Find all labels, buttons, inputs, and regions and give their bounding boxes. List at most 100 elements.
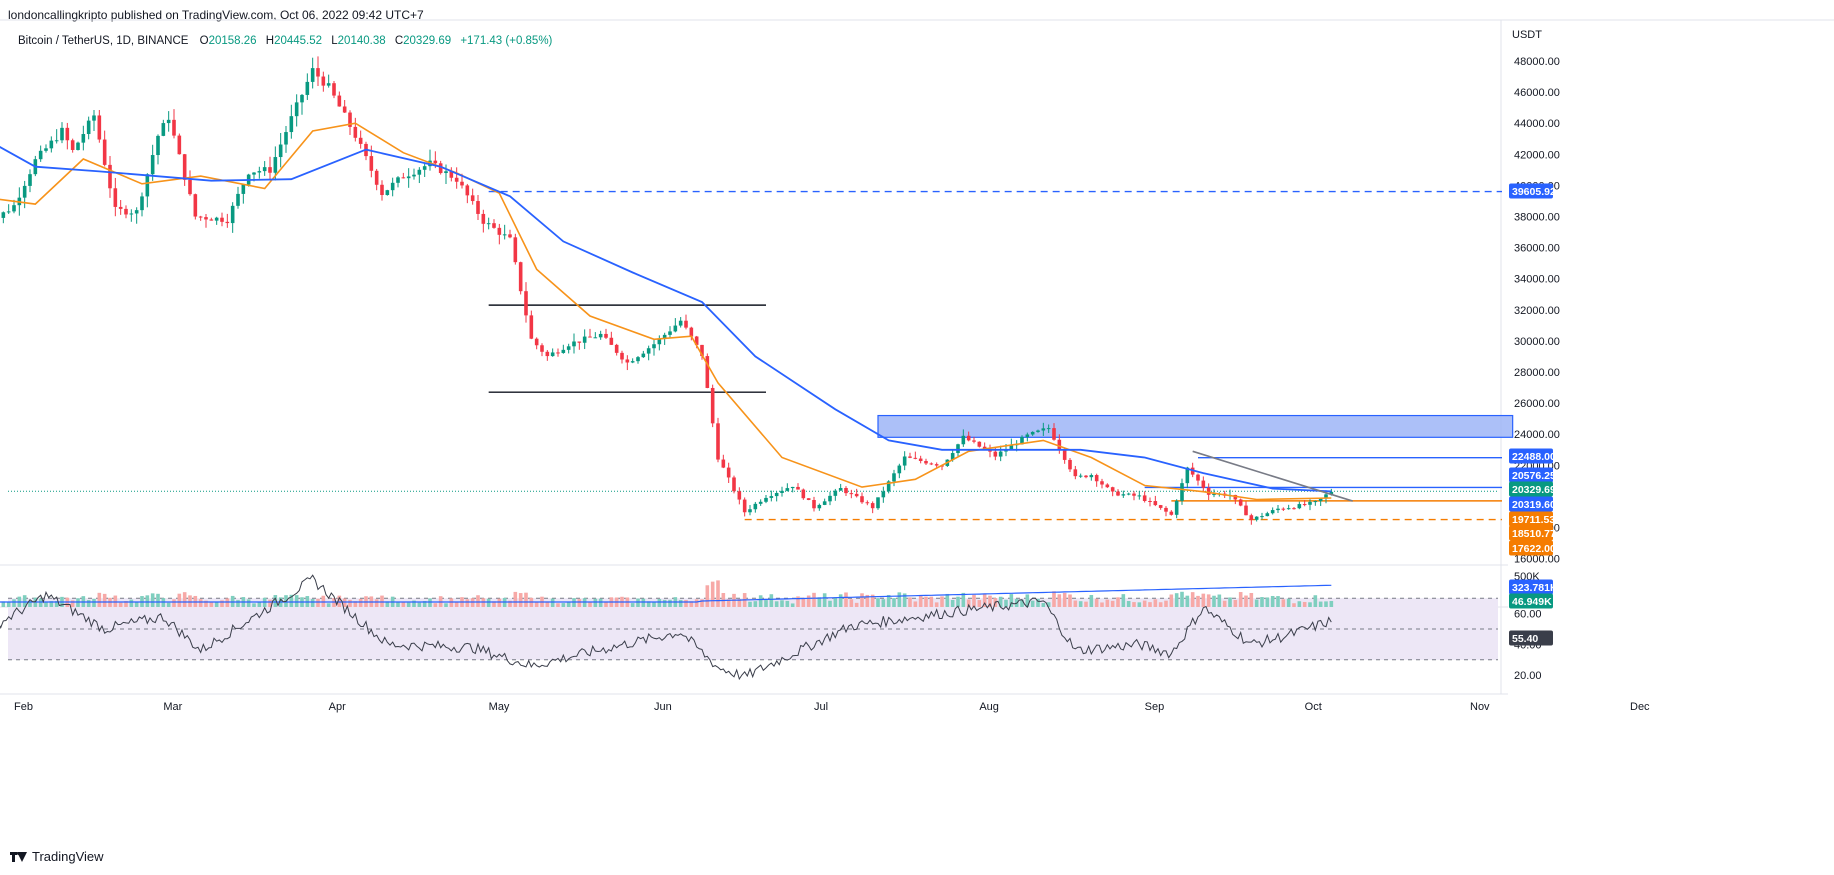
month-label: Sep (1145, 701, 1165, 713)
month-label: Mar (163, 701, 182, 713)
volume-bar (977, 600, 982, 607)
candle-body (668, 331, 672, 335)
candle-body (65, 127, 70, 141)
volume-bar (758, 595, 763, 607)
volume-bar (412, 600, 416, 607)
candle-body (150, 155, 155, 175)
rsi-line (0, 574, 1332, 681)
volume-bar (465, 599, 470, 607)
candle-body (6, 211, 11, 213)
volume-bar (220, 600, 224, 607)
volume-bar (1308, 602, 1312, 607)
volume-bar (113, 595, 118, 607)
volume-bar (326, 603, 331, 607)
candle-body (396, 177, 400, 183)
volume-bar (849, 599, 854, 607)
candle-body (550, 352, 555, 357)
candle-body (908, 456, 912, 458)
volume-bar (204, 600, 208, 607)
volume-bar (1180, 591, 1184, 607)
volume-bar (1244, 595, 1248, 607)
candle-body (380, 184, 384, 196)
candle-body (284, 132, 288, 145)
volume-bar (444, 603, 448, 607)
volume-bar (310, 599, 315, 607)
candle-body (678, 320, 683, 326)
volume-bar (1265, 597, 1270, 607)
candle-body (252, 172, 256, 175)
candle-body (449, 171, 454, 178)
candle-body (1260, 516, 1264, 518)
volume-bar (1238, 592, 1243, 607)
volume-bar (145, 595, 150, 607)
volume-bar (54, 601, 59, 607)
volume-bar (454, 601, 459, 607)
candle-body (406, 176, 411, 179)
volume-bar (28, 600, 32, 607)
volume-bar (716, 580, 720, 607)
volume-bar (1073, 600, 1078, 607)
volume-bar (252, 603, 256, 607)
candle-body (796, 486, 800, 490)
candle-body (81, 134, 86, 143)
volume-bar (1142, 600, 1147, 607)
candle-body (844, 487, 848, 494)
candle-body (273, 157, 278, 173)
candle-body (193, 194, 198, 217)
volume-bar (753, 601, 758, 607)
volume-bar (198, 599, 203, 607)
candle-body (305, 81, 310, 95)
candle-body (1137, 495, 1142, 497)
volume-bar (705, 585, 710, 607)
candle-body (609, 337, 614, 345)
candle-body (241, 184, 246, 194)
volume-bar (49, 601, 54, 607)
volume-bar (1025, 594, 1030, 607)
candle-body (1180, 483, 1184, 501)
volume-bar (1046, 602, 1051, 607)
volume-bar (1153, 599, 1158, 607)
volume-bar (70, 600, 75, 607)
price-tick-label: 30000.00 (1514, 336, 1560, 348)
volume-bar (273, 595, 278, 607)
price-tick-label: 36000.00 (1514, 243, 1560, 255)
volume-bar (1084, 601, 1088, 607)
volume-bar (513, 591, 518, 607)
month-label: Jul (814, 701, 828, 713)
candle-body (300, 94, 304, 103)
month-label: Aug (979, 701, 999, 713)
volume-bar (646, 601, 651, 607)
candle-body (614, 344, 619, 353)
candle-body (97, 115, 102, 140)
rsi-tick-label: 60.00 (1514, 609, 1542, 621)
ema-fast-line (0, 122, 1332, 501)
volume-bar (289, 594, 294, 607)
volume-bar (1100, 602, 1104, 607)
candle-body (44, 148, 48, 151)
volume-bar (918, 595, 923, 607)
volume-bar (860, 593, 864, 607)
volume-bar (892, 598, 896, 607)
volume-bar (1302, 601, 1307, 607)
volume-bar (38, 598, 43, 607)
volume-bar (348, 599, 352, 607)
volume-bar (534, 602, 539, 607)
volume-bar (129, 599, 134, 607)
candle-body (1089, 475, 1094, 478)
candle-body (753, 503, 758, 510)
volume-bar (748, 601, 752, 607)
change-value: +171.43 (+0.85%) (460, 35, 553, 47)
volume-bar (582, 598, 587, 607)
price-badge: 17622.00 (1512, 543, 1556, 555)
volume-bar (1185, 595, 1190, 607)
candle-body (1169, 511, 1174, 515)
price-badge: 18510.77 (1512, 528, 1556, 540)
candle-body (1036, 430, 1040, 432)
candle-body (1148, 500, 1152, 502)
candle-body (257, 171, 262, 173)
supply-zone-layer (877, 414, 1514, 438)
candle-body (838, 487, 843, 491)
volume-bar (1126, 600, 1131, 607)
candle-body (209, 219, 214, 221)
